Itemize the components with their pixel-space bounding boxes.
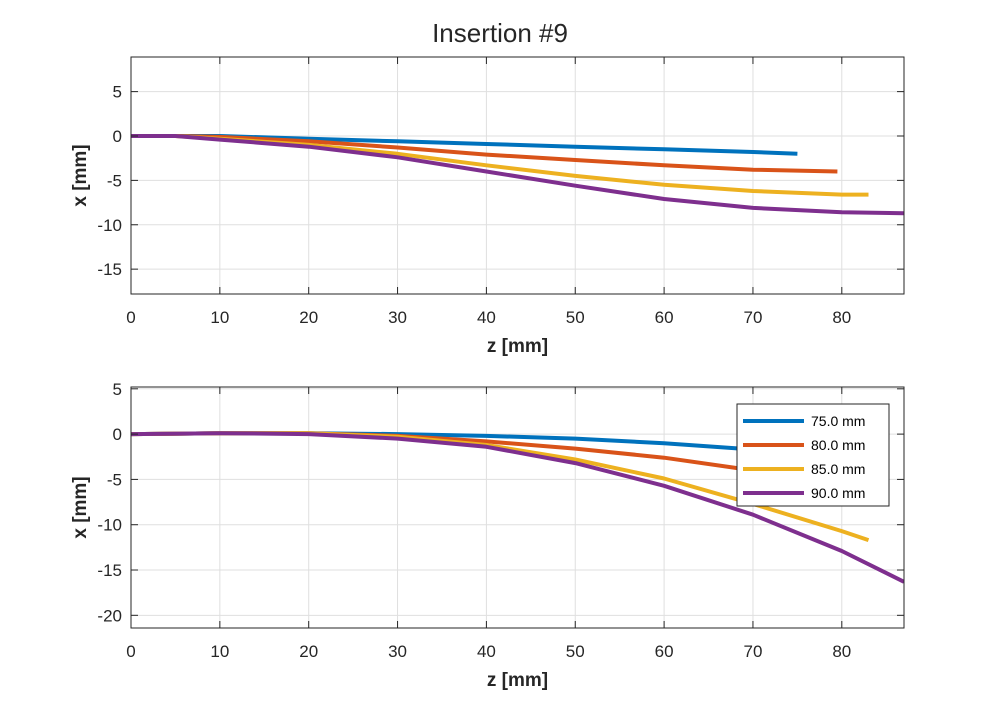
x-tick-label: 0	[126, 308, 135, 327]
legend: 75.0 mm 80.0 mm 85.0 mm 90.0 mm	[736, 403, 890, 507]
y-tick-label: -5	[107, 171, 122, 190]
y-tick-label: -5	[107, 470, 122, 489]
x-tick-label: 10	[210, 308, 229, 327]
chart-title: Insertion #9	[432, 18, 568, 48]
y-tick-label: -10	[97, 516, 122, 535]
y-axis-label: x [mm]	[70, 144, 91, 206]
x-tick-label: 70	[743, 308, 762, 327]
series-line-4	[131, 134, 904, 216]
x-axis-label: z [mm]	[487, 336, 548, 357]
x-tick-label: 70	[743, 642, 762, 661]
series-line-4	[131, 431, 904, 584]
axes-frame	[130, 56, 905, 295]
y-axis-label: x [mm]	[70, 476, 91, 538]
y-tick-label: -10	[97, 216, 122, 235]
x-tick-label: 10	[210, 642, 229, 661]
y-tick-label: -15	[97, 260, 122, 279]
x-tick-label: 50	[566, 642, 585, 661]
y-tick-label: -15	[97, 561, 122, 580]
y-tick-label: -20	[97, 606, 122, 625]
x-tick-label: 0	[126, 642, 135, 661]
legend-label: 75.0 mm	[811, 413, 865, 429]
x-tick-label: 20	[299, 308, 318, 327]
y-tick-label: 5	[113, 83, 122, 102]
x-tick-label: 40	[477, 642, 496, 661]
x-tick-label: 40	[477, 308, 496, 327]
x-tick-label: 20	[299, 642, 318, 661]
x-tick-label: 30	[388, 308, 407, 327]
x-tick-label: 30	[388, 642, 407, 661]
legend-label: 85.0 mm	[811, 461, 865, 477]
x-axis-label: z [mm]	[487, 670, 548, 691]
x-tick-label: 50	[566, 308, 585, 327]
y-tick-label: 0	[113, 127, 122, 146]
legend-label: 90.0 mm	[811, 485, 865, 501]
y-tick-label: 0	[113, 425, 122, 444]
y-tick-label: 5	[113, 380, 122, 399]
axes-frame	[130, 386, 905, 629]
x-tick-label: 60	[655, 642, 674, 661]
x-tick-label: 80	[832, 642, 851, 661]
x-tick-label: 60	[655, 308, 674, 327]
legend-label: 80.0 mm	[811, 437, 865, 453]
x-tick-label: 80	[832, 308, 851, 327]
